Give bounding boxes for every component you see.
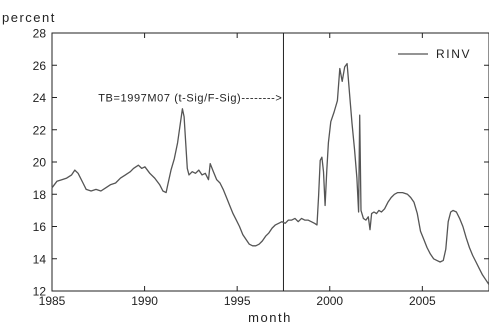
- plot-frame: [51, 32, 489, 292]
- x-axis-title: month: [248, 310, 292, 324]
- y-tick-label: 20: [33, 156, 47, 170]
- x-tick-label: 2000: [316, 294, 343, 308]
- y-tick-label: 14: [33, 252, 47, 266]
- x-tick-label: 1985: [39, 294, 66, 308]
- series-line-rinv: [51, 62, 489, 285]
- y-tick-label: 12: [33, 285, 47, 299]
- y-tick-label: 26: [33, 59, 47, 73]
- x-tick-label: 1995: [224, 294, 251, 308]
- x-tick-label: 2005: [409, 294, 436, 308]
- legend-label-rinv: RINV: [436, 47, 471, 61]
- legend: RINV: [398, 47, 471, 61]
- y-tick-label: 22: [33, 123, 47, 137]
- y-axis: 12 14 16 18 20 22 24 26 28: [33, 27, 489, 299]
- y-axis-title: percent: [2, 10, 56, 25]
- x-tick-label: 1990: [131, 294, 158, 308]
- x-axis: 1985 1990 1995 2000 2005: [39, 33, 436, 308]
- y-tick-label: 24: [33, 91, 47, 105]
- break-annotation: TB=1997M07 (t-Sig/F-Sig)-------->: [98, 93, 282, 105]
- y-tick-label: 18: [33, 188, 47, 202]
- y-tick-label: 16: [33, 220, 47, 234]
- y-tick-label: 28: [33, 27, 47, 41]
